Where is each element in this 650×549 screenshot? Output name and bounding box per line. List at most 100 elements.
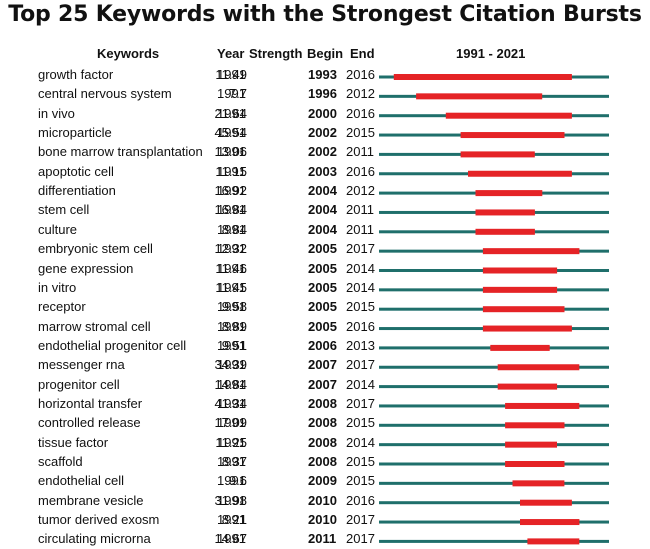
burst-bar xyxy=(482,306,565,313)
year-value: 1991 xyxy=(217,67,246,82)
year-value: 1991 xyxy=(217,415,246,431)
end-year: 2016 xyxy=(346,318,375,334)
burst-bar xyxy=(490,344,550,351)
strength-value: 12.32 xyxy=(214,241,247,257)
begin-year: 2005 xyxy=(308,241,337,257)
year-value: 1991 xyxy=(217,105,246,121)
end-year: 2015 xyxy=(346,299,375,315)
burst-bar xyxy=(505,402,580,409)
end-year: 2014 xyxy=(346,434,375,450)
timeline-baseline xyxy=(379,423,609,427)
end-year: 2011 xyxy=(346,202,374,218)
begin-year: 2008 xyxy=(308,454,337,469)
end-year: 2016 xyxy=(346,492,375,508)
year-value: 1991 xyxy=(217,241,246,257)
begin-year: 2007 xyxy=(308,357,337,373)
year-value: 1991 xyxy=(217,454,246,469)
burst-bar xyxy=(468,170,572,177)
keyword-label: scaffold xyxy=(38,454,83,469)
end-year: 2012 xyxy=(346,183,375,199)
strength-value: 17.09 xyxy=(214,415,247,431)
end-year: 2015 xyxy=(346,454,375,469)
burst-bar xyxy=(460,132,565,139)
timeline-baseline xyxy=(379,539,609,543)
keyword-label: growth factor xyxy=(38,67,114,82)
year-value: 1991 xyxy=(217,221,246,237)
keyword-label: progenitor cell xyxy=(38,376,120,392)
year-value: 1991 xyxy=(217,337,246,353)
begin-year: 2010 xyxy=(308,512,337,528)
burst-bar xyxy=(475,228,535,235)
year-value: 1991 xyxy=(217,144,246,160)
year-value: 1991 xyxy=(217,434,246,450)
begin-year: 2000 xyxy=(308,105,337,121)
keyword-label: endothelial progenitor cell xyxy=(38,337,187,353)
strength-value: 11.45 xyxy=(215,279,247,295)
burst-bar xyxy=(460,151,535,158)
end-year: 2017 xyxy=(346,531,375,547)
year-value: 1991 xyxy=(217,376,246,392)
end-year: 2014 xyxy=(346,260,375,276)
keyword-label: membrane vesicle xyxy=(38,492,144,508)
begin-year: 2005 xyxy=(308,260,337,276)
strength-value: 11.15 xyxy=(215,163,247,179)
strength-value: 8.21 xyxy=(221,512,247,528)
year-value: 1991 xyxy=(217,473,246,489)
begin-year: 2005 xyxy=(308,318,337,334)
strength-value: 16.92 xyxy=(214,183,247,199)
strength-value: 9.51 xyxy=(221,337,247,353)
header-range: 1991 - 2021 xyxy=(456,46,526,61)
begin-year: 2002 xyxy=(308,125,337,141)
begin-year: 2002 xyxy=(308,144,337,160)
timeline-baseline xyxy=(379,462,609,466)
year-value: 1991 xyxy=(217,183,246,199)
burst-bar xyxy=(520,499,572,506)
keyword-label: embryonic stem cell xyxy=(38,241,153,257)
keyword-label: messenger rna xyxy=(38,357,125,373)
end-year: 2011 xyxy=(346,221,374,237)
end-year: 2015 xyxy=(346,473,375,489)
strength-value: 11.46 xyxy=(215,260,247,276)
burst-bar xyxy=(520,519,580,526)
end-year: 2016 xyxy=(346,163,375,179)
burst-bar xyxy=(393,74,572,80)
strength-value: 14.67 xyxy=(214,531,247,547)
strength-value: 11.25 xyxy=(215,434,247,450)
keyword-label: tumor derived exosm xyxy=(38,512,160,528)
burst-bar xyxy=(482,286,558,293)
strength-value: 8.89 xyxy=(221,318,247,334)
begin-year: 1993 xyxy=(308,67,337,82)
end-year: 2015 xyxy=(346,415,375,431)
timeline-baseline xyxy=(379,365,609,369)
burst-bar xyxy=(482,248,580,255)
year-value: 1991 xyxy=(217,318,246,334)
timeline-baseline xyxy=(379,385,609,389)
keyword-label: apoptotic cell xyxy=(38,163,114,179)
begin-year: 2008 xyxy=(308,395,337,411)
year-value: 1991 xyxy=(217,125,246,141)
year-value: 1991 xyxy=(217,163,246,179)
end-year: 2012 xyxy=(346,86,375,102)
end-year: 2015 xyxy=(346,125,375,141)
begin-year: 2008 xyxy=(308,415,337,431)
header-end: End xyxy=(350,46,375,61)
year-value: 1991 xyxy=(217,512,246,528)
keyword-label: microparticle xyxy=(38,125,112,141)
begin-year: 2004 xyxy=(308,183,337,199)
year-value: 1991 xyxy=(217,492,246,508)
burst-bar xyxy=(512,480,565,487)
begin-year: 2003 xyxy=(308,163,337,179)
end-year: 2017 xyxy=(346,241,375,257)
keyword-label: horizontal transfer xyxy=(38,395,143,411)
keyword-label: endothelial cell xyxy=(38,473,125,489)
strength-value: 13.06 xyxy=(214,144,247,160)
end-year: 2014 xyxy=(346,279,375,295)
end-year: 2011 xyxy=(346,144,374,160)
year-value: 1991 xyxy=(217,86,246,102)
keyword-label: marrow stromal cell xyxy=(38,318,151,334)
begin-year: 2010 xyxy=(308,492,337,508)
keyword-label: culture xyxy=(38,221,78,237)
strength-value: 7.7 xyxy=(228,86,247,102)
end-year: 2013 xyxy=(346,337,375,353)
keyword-label: differentiation xyxy=(38,183,116,199)
